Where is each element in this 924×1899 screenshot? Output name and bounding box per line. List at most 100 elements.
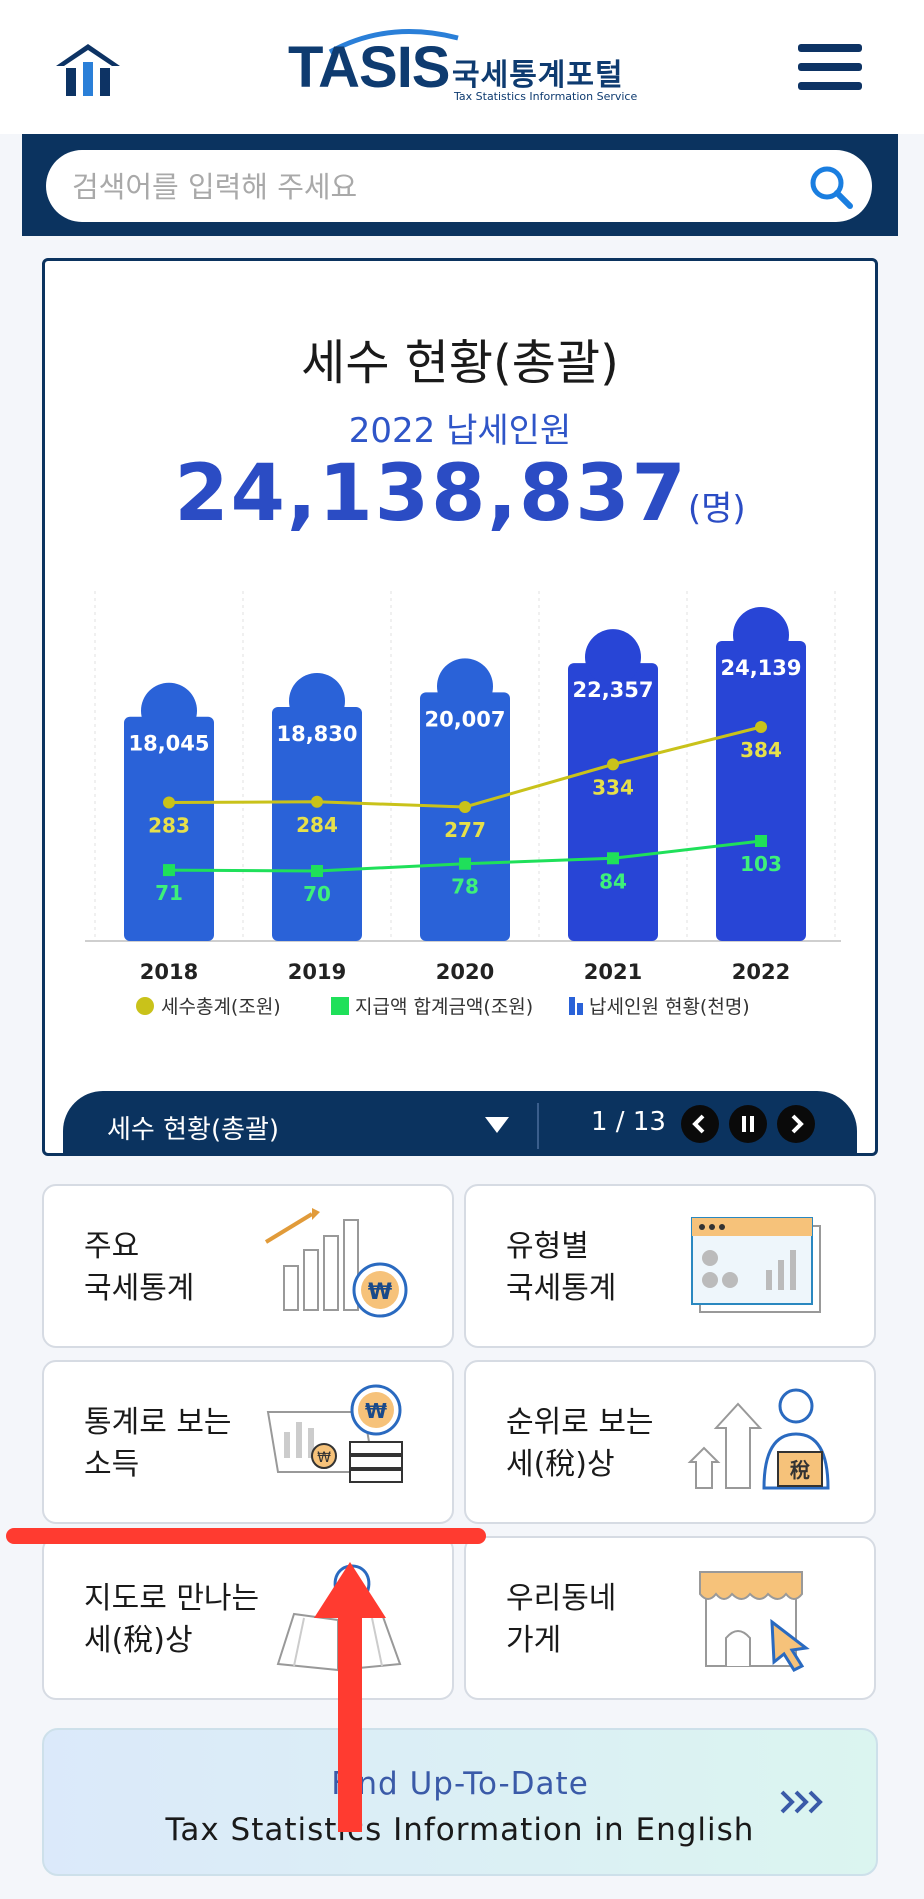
slide-control-bar: 세수 현황(총괄) 1 / 13	[63, 1091, 857, 1153]
english-service-banner[interactable]: Find Up-To-Date Tax Statistics Informati…	[42, 1728, 878, 1876]
tile-tax-world-by-map[interactable]: 지도로 만나는 세(稅)상	[42, 1536, 454, 1700]
taxpayer-count: 24,138,837	[174, 449, 688, 539]
payment-point	[459, 857, 471, 870]
bar-head	[437, 658, 493, 715]
payment-value-label: 78	[451, 875, 479, 899]
pause-slide-button[interactable]	[729, 1105, 767, 1143]
search-bar	[22, 134, 898, 236]
tax-point	[311, 795, 323, 808]
payment-point	[755, 835, 767, 847]
svg-text:₩: ₩	[368, 1280, 392, 1305]
tax-value-label: 334	[592, 775, 634, 799]
tax-value-label: 277	[444, 818, 486, 842]
card-big-value: 24,138,837(명)	[45, 449, 875, 539]
menu-bar-icon	[798, 44, 862, 52]
prev-slide-button[interactable]	[681, 1105, 719, 1143]
banner-line1: Find Up-To-Date	[331, 1766, 589, 1802]
bar-value-label: 22,357	[572, 678, 653, 702]
pause-icon	[742, 1116, 754, 1132]
legend-payment-marker	[331, 997, 349, 1015]
tax-point	[607, 758, 619, 771]
x-tick-label: 2018	[140, 960, 198, 984]
bar-head	[585, 629, 641, 686]
search-input[interactable]	[70, 150, 774, 224]
home-icon	[56, 44, 120, 96]
home-button[interactable]	[52, 40, 124, 100]
search-icon[interactable]	[808, 164, 854, 210]
svg-text:₩: ₩	[365, 1399, 387, 1423]
tile-label: 주요 국세통계	[84, 1229, 195, 1306]
payment-point	[163, 864, 175, 877]
triple-chevron-right-icon	[780, 1790, 823, 1814]
tax-point	[459, 801, 471, 813]
header: TASIS 국세통계포털 Tax Statistics Information …	[0, 0, 924, 134]
bar-value-label: 20,007	[424, 707, 505, 731]
legend-bar-label: 납세인원 현황(천명)	[589, 996, 750, 1018]
tax-point	[163, 796, 175, 809]
tax-value-label: 284	[296, 813, 338, 837]
x-tick-label: 2022	[732, 960, 790, 984]
bar-value-label: 24,139	[720, 656, 801, 680]
slide-divider	[537, 1103, 539, 1149]
slide-select-label[interactable]: 세수 현황(총괄)	[107, 1115, 280, 1145]
tile-label: 순위로 보는 세(稅)상	[506, 1405, 654, 1482]
tile-label: 지도로 만나는 세(稅)상	[84, 1581, 260, 1658]
annotation-line	[6, 1528, 486, 1544]
logo-korean: 국세통계포털	[452, 58, 624, 93]
payment-point	[311, 865, 323, 877]
tile-label: 유형별 국세통계	[506, 1229, 617, 1306]
legend-bar-marker	[577, 1003, 583, 1015]
tile-neighborhood-stores[interactable]: 우리동네 가게	[464, 1536, 876, 1700]
bar-head	[733, 607, 789, 663]
tile-income-by-stats[interactable]: 통계로 보는 소득 ₩ ₩	[42, 1360, 454, 1524]
tile-label: 통계로 보는 소득	[84, 1405, 232, 1482]
menu-bar-icon	[798, 63, 862, 71]
chevron-right-icon	[791, 1114, 804, 1134]
bar-chart-won-icon: ₩	[264, 1208, 408, 1318]
bar	[568, 663, 658, 941]
taxpayer-unit: (명)	[687, 489, 746, 529]
logo-text: TASIS	[288, 35, 450, 100]
hamburger-menu-button[interactable]	[798, 44, 862, 94]
tax-revenue-chart: 18,045 2018 18,830 2019 20,007 2020 22,357 2021…	[85, 591, 841, 1018]
next-slide-button[interactable]	[777, 1105, 815, 1143]
bar	[272, 706, 362, 941]
income-stats-icon: ₩ ₩	[266, 1384, 403, 1483]
bar	[716, 641, 806, 941]
tile-tax-world-by-ranking[interactable]: 순위로 보는 세(稅)상 稅	[464, 1360, 876, 1524]
payment-value-label: 70	[303, 882, 331, 906]
logo-english: Tax Statistics Information Service	[454, 90, 638, 103]
payment-value-label: 103	[740, 852, 782, 876]
logo-swoosh	[328, 29, 459, 55]
legend-bar-marker	[569, 997, 575, 1015]
tax-value-label: 384	[740, 738, 782, 762]
bar-head	[289, 672, 345, 729]
tile-label: 우리동네 가게	[506, 1581, 617, 1658]
payment-value-label: 71	[155, 881, 183, 905]
svg-text:₩: ₩	[317, 1450, 331, 1466]
x-tick-label: 2020	[436, 960, 494, 984]
payment-value-label: 84	[599, 869, 627, 893]
annotation-up-arrow-icon	[314, 1562, 386, 1832]
menu-bar-icon	[798, 82, 862, 90]
tasis-logo[interactable]: TASIS 국세통계포털 Tax Statistics Information …	[288, 28, 648, 108]
tile-major-tax-stats[interactable]: 주요 국세통계 ₩	[42, 1184, 454, 1348]
tile-tax-stats-by-type[interactable]: 유형별 국세통계	[464, 1184, 876, 1348]
card-subtitle: 2022 납세인원	[348, 411, 572, 451]
storefront-icon	[699, 1571, 810, 1672]
payment-point	[607, 852, 619, 865]
chevron-down-icon[interactable]	[483, 1113, 511, 1137]
search-box	[46, 150, 872, 224]
bar	[420, 692, 510, 941]
banner-line2: Tax Statistics Information in English	[165, 1812, 755, 1848]
x-tick-label: 2019	[288, 960, 346, 984]
dashboard-window-icon	[691, 1217, 821, 1313]
bar-head	[141, 682, 197, 739]
bar	[124, 716, 214, 941]
svg-text:稅: 稅	[790, 1458, 810, 1482]
tax-point	[755, 721, 767, 733]
chevron-left-icon	[692, 1114, 705, 1134]
stats-carousel-card: 세수 현황(총괄) 2022 납세인원 24,138,837(명) 18,045…	[42, 258, 878, 1156]
legend-tax-label: 세수총계(조원)	[161, 996, 281, 1018]
legend-tax-marker	[136, 997, 154, 1015]
